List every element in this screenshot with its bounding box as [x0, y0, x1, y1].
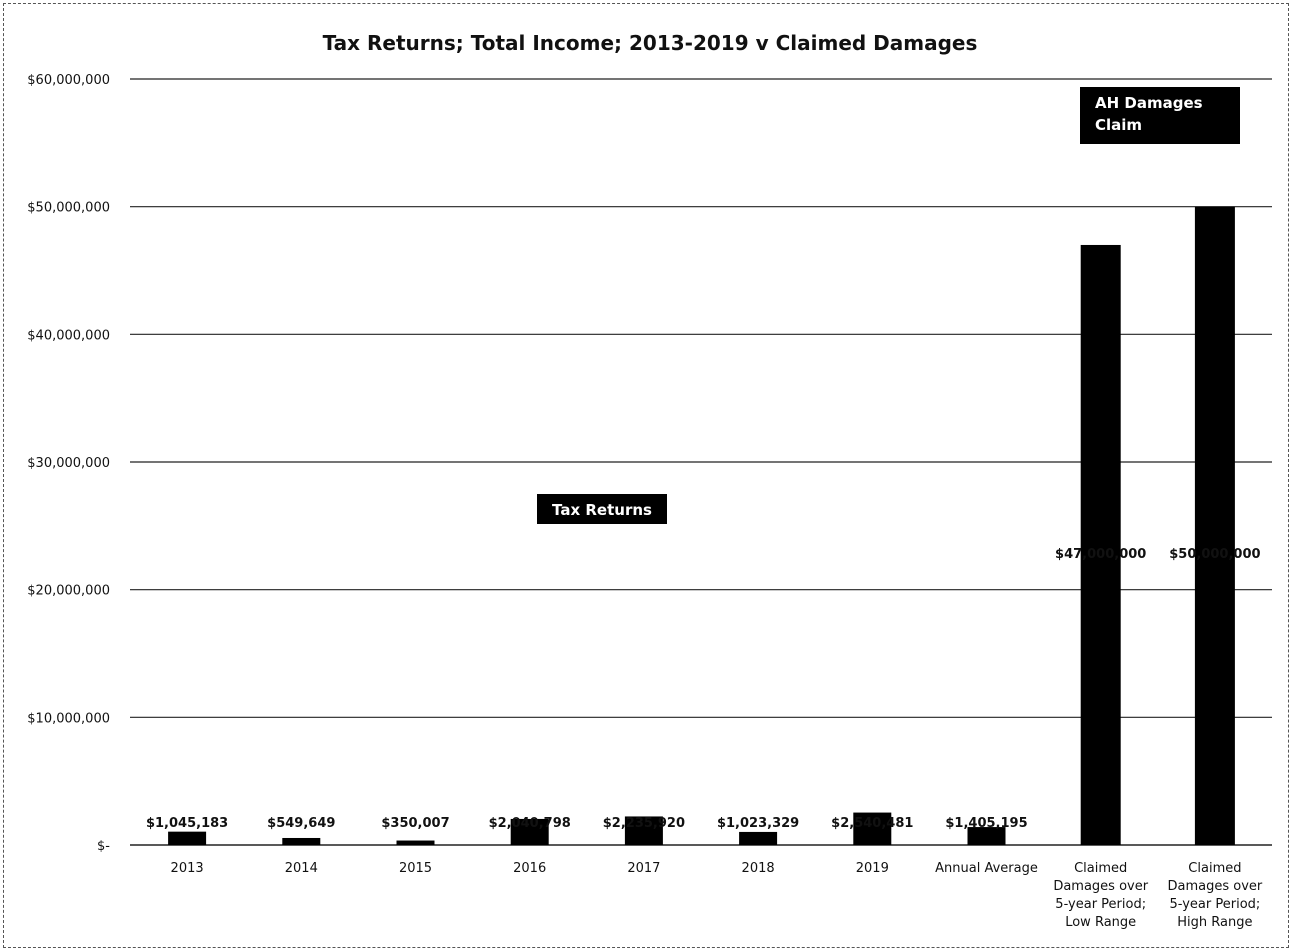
x-tick-label: 2016	[513, 861, 546, 876]
data-label: $1,045,183	[146, 816, 228, 831]
y-tick-label: $-	[97, 839, 110, 854]
x-tick-label-line: 2019	[856, 861, 889, 876]
x-tick-label: 2013	[171, 861, 204, 876]
annotation-text: AH Damages	[1095, 94, 1203, 112]
bar	[396, 840, 435, 845]
bar	[510, 818, 549, 845]
x-tick-label: 2017	[627, 861, 660, 876]
data-labels: $1,045,183 $549,649 $350,007 $2,040,798 $2,2…	[146, 547, 1261, 831]
x-axis-ticks: 2013 2014 2015 2016 2017 2018 2019 Annual Avera…	[171, 861, 1263, 930]
data-label: $50,000,000	[1169, 547, 1260, 562]
x-tick-label: 2015	[399, 861, 432, 876]
annotations: Tax Returns AH Damages Claim	[537, 87, 1240, 524]
x-tick-label-line: 2014	[285, 861, 318, 876]
x-tick-label-line: Annual Average	[935, 861, 1038, 876]
data-label: $2,540,481	[831, 816, 913, 831]
x-tick-label: Claimed Damages over 5-year Period; High Ra…	[1168, 861, 1263, 930]
bar	[853, 812, 892, 845]
x-tick-label-line: 5-year Period;	[1170, 897, 1261, 912]
annotation-label: Tax Returns	[537, 494, 667, 524]
data-label: $47,000,000	[1055, 547, 1146, 562]
x-tick-label-line: 2016	[513, 861, 546, 876]
annotation-label: AH Damages Claim	[1080, 87, 1240, 144]
bars	[168, 206, 1235, 845]
x-tick-label-line: Claimed	[1074, 861, 1127, 876]
y-axis-ticks: $- $10,000,000 $20,000,000 $30,000,000 $40,0…	[27, 73, 110, 854]
y-tick-label: $30,000,000	[27, 456, 110, 471]
x-tick-label-line: High Range	[1177, 915, 1252, 930]
x-tick-label-line: 2013	[171, 861, 204, 876]
x-tick-label: 2019	[856, 861, 889, 876]
y-tick-label: $60,000,000	[27, 73, 110, 88]
annotation-box	[1080, 87, 1240, 144]
annotation-text: Claim	[1095, 116, 1142, 134]
bar	[282, 837, 321, 845]
data-label: $2,040,798	[489, 816, 571, 831]
bar	[1194, 206, 1235, 845]
x-tick-label-line: 2017	[627, 861, 660, 876]
data-label: $1,405,195	[945, 816, 1027, 831]
bar	[624, 816, 663, 845]
data-label: $2,235,920	[603, 816, 685, 831]
x-tick-label-line: Low Range	[1065, 915, 1136, 930]
chart-frame	[3, 3, 1289, 948]
bar	[739, 831, 778, 845]
bar	[168, 831, 207, 845]
x-tick-label: 2018	[742, 861, 775, 876]
x-tick-label-line: 2015	[399, 861, 432, 876]
y-tick-label: $50,000,000	[27, 201, 110, 216]
y-tick-label: $20,000,000	[27, 584, 110, 599]
bar	[967, 827, 1006, 845]
x-tick-label-line: 5-year Period;	[1055, 897, 1146, 912]
x-tick-label: 2014	[285, 861, 318, 876]
y-tick-label: $40,000,000	[27, 328, 110, 343]
x-tick-label-line: 2018	[742, 861, 775, 876]
x-tick-label-line: Damages over	[1168, 879, 1263, 894]
annotation-text: Tax Returns	[552, 501, 652, 519]
y-tick-label: $10,000,000	[27, 711, 110, 726]
x-tick-label: Claimed Damages over 5-year Period; Low Ran…	[1053, 861, 1148, 930]
x-tick-label: Annual Average	[935, 861, 1038, 876]
bar	[1080, 244, 1121, 845]
data-label: $350,007	[381, 816, 449, 831]
data-label: $1,023,329	[717, 816, 799, 831]
annotation-box	[537, 494, 667, 524]
data-label: $549,649	[267, 816, 335, 831]
chart-title: Tax Returns; Total Income; 2013-2019 v C…	[323, 31, 978, 55]
x-tick-label-line: Damages over	[1053, 879, 1148, 894]
x-tick-label-line: Claimed	[1188, 861, 1241, 876]
